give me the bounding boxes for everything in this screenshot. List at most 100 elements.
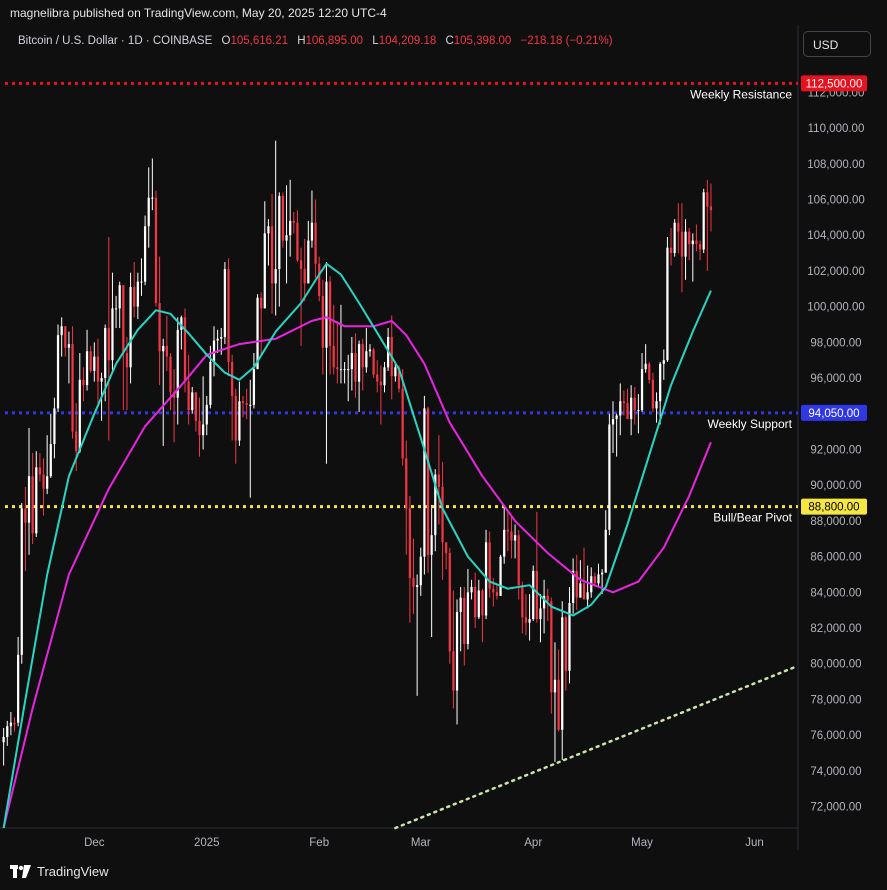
- candle-body: [227, 269, 230, 362]
- candle-body: [532, 570, 535, 620]
- price-tick-label: 100,000.00: [807, 302, 865, 314]
- candle-body: [655, 401, 658, 409]
- candle-body: [238, 401, 241, 441]
- time-tick-label: Dec: [84, 837, 105, 849]
- candle-body: [133, 286, 136, 307]
- candle-body: [140, 281, 143, 283]
- candle-body: [198, 420, 201, 436]
- candle-body: [118, 285, 121, 309]
- candle-body: [6, 726, 9, 737]
- candle-body: [212, 340, 216, 362]
- candle-body: [336, 367, 339, 370]
- candle-body: [394, 367, 397, 377]
- candle-body: [85, 351, 89, 386]
- candle-body: [455, 611, 459, 691]
- candle-body: [397, 367, 401, 389]
- close-label: C: [445, 35, 454, 47]
- candle-body: [448, 553, 451, 652]
- candle-body: [82, 379, 85, 386]
- candle-body: [321, 295, 324, 348]
- open-value: 105,616.21: [230, 35, 288, 47]
- candle-body: [93, 356, 96, 371]
- candle-body: [60, 326, 63, 336]
- candle-body: [492, 588, 495, 593]
- candle-body: [495, 592, 499, 596]
- candle-body: [122, 285, 125, 354]
- candle-body: [176, 329, 179, 398]
- candle-body: [31, 476, 34, 534]
- candle-body: [183, 317, 187, 382]
- candle-body: [513, 535, 517, 541]
- candle-body: [9, 722, 13, 727]
- candle-body: [405, 458, 408, 509]
- candle-body: [314, 222, 317, 264]
- candle-body: [441, 486, 444, 543]
- candle-body: [517, 535, 520, 586]
- candle-body: [216, 338, 219, 341]
- candle-body: [53, 408, 56, 445]
- candle-body: [89, 351, 92, 371]
- candle-body: [328, 281, 332, 346]
- candle-body: [633, 397, 636, 411]
- candle-body: [630, 397, 633, 420]
- low-label: L: [372, 35, 379, 47]
- candle-body: [252, 369, 256, 405]
- tradingview-logo-icon: [10, 864, 31, 878]
- candle-body: [376, 374, 379, 382]
- price-tick-label: 108,000.00: [807, 159, 865, 171]
- price-tick-label: 78,000.00: [810, 694, 861, 706]
- time-tick-label: Apr: [524, 837, 542, 849]
- candle-body: [136, 281, 139, 307]
- candle-body: [263, 233, 266, 309]
- time-tick-label: 2025: [194, 837, 220, 849]
- price-tick-label: 98,000.00: [810, 337, 861, 349]
- candle-body: [706, 192, 709, 207]
- candle-body: [524, 617, 528, 623]
- moving-average-fast: [2, 262, 712, 829]
- candle-body: [17, 654, 20, 723]
- candle-body: [100, 378, 103, 382]
- candle-body: [365, 351, 368, 368]
- candle-body: [608, 424, 611, 530]
- candle-body: [488, 542, 491, 589]
- candle-body: [194, 392, 197, 421]
- candle-body: [169, 356, 172, 393]
- candle-body: [586, 592, 589, 600]
- candle-body: [412, 578, 415, 587]
- candle-body: [368, 349, 372, 352]
- candle-body: [154, 197, 158, 304]
- candle-body: [278, 195, 281, 270]
- candle-body: [499, 556, 502, 596]
- price-tick-label: 84,000.00: [810, 587, 861, 599]
- candle-body: [463, 597, 466, 645]
- candle-body: [241, 401, 245, 404]
- candle-body: [129, 286, 132, 368]
- time-tick-label: Mar: [411, 837, 431, 849]
- candle-body: [361, 344, 364, 368]
- candle-body: [477, 590, 480, 618]
- candle-body: [49, 444, 52, 477]
- candle-body: [281, 195, 285, 241]
- candle-body: [401, 388, 404, 459]
- candle-body: [459, 597, 462, 612]
- candle-body: [147, 197, 150, 227]
- candle-body: [339, 369, 343, 371]
- candle-body: [332, 345, 335, 368]
- candle-body: [292, 220, 295, 223]
- candle-body: [684, 231, 687, 257]
- candle-body: [677, 222, 680, 232]
- candle-body: [698, 244, 702, 250]
- candle-body: [659, 363, 662, 402]
- candle-body: [78, 379, 81, 452]
- brand-name: TradingView: [37, 864, 109, 879]
- candle-body: [357, 344, 361, 382]
- candle-body: [180, 317, 183, 330]
- publisher-line: magnelibra published on TradingView.com,…: [10, 6, 387, 20]
- candle-body: [151, 197, 154, 199]
- candle-body: [267, 226, 270, 234]
- currency-button[interactable]: USD: [803, 31, 871, 57]
- candle-body: [688, 231, 691, 245]
- time-tick-label: Feb: [309, 837, 329, 849]
- candle-body: [452, 651, 455, 691]
